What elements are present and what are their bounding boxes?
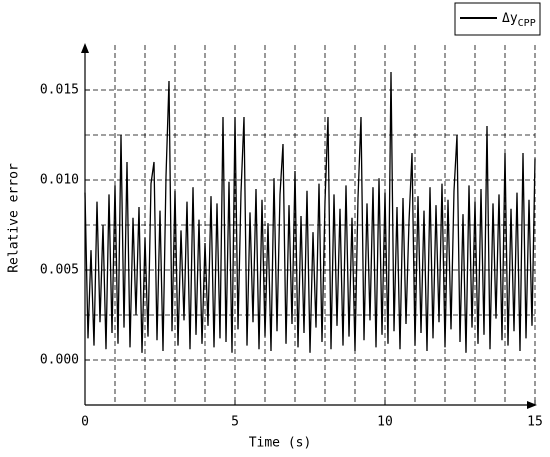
x-tick-label: 0: [81, 415, 89, 430]
y-tick-label: 0.005: [40, 263, 79, 278]
y-tick-label: 0.010: [40, 173, 79, 188]
legend-name: Δy: [502, 11, 518, 26]
x-axis-arrow: [527, 401, 537, 409]
x-tick-label: 5: [231, 415, 239, 430]
y-axis-arrow: [81, 43, 89, 53]
y-tick-label: 0.015: [40, 83, 79, 98]
legend-subscript: CPP: [518, 18, 536, 29]
y-tick-label: 0.000: [40, 353, 79, 368]
x-axis-label: Time (s): [249, 436, 312, 451]
y-axis-label: Relative error: [7, 163, 22, 273]
x-tick-label: 15: [527, 415, 543, 430]
data-line: [84, 71, 536, 353]
x-tick-label: 10: [377, 415, 393, 430]
legend-label: ΔyCPP: [502, 11, 536, 30]
